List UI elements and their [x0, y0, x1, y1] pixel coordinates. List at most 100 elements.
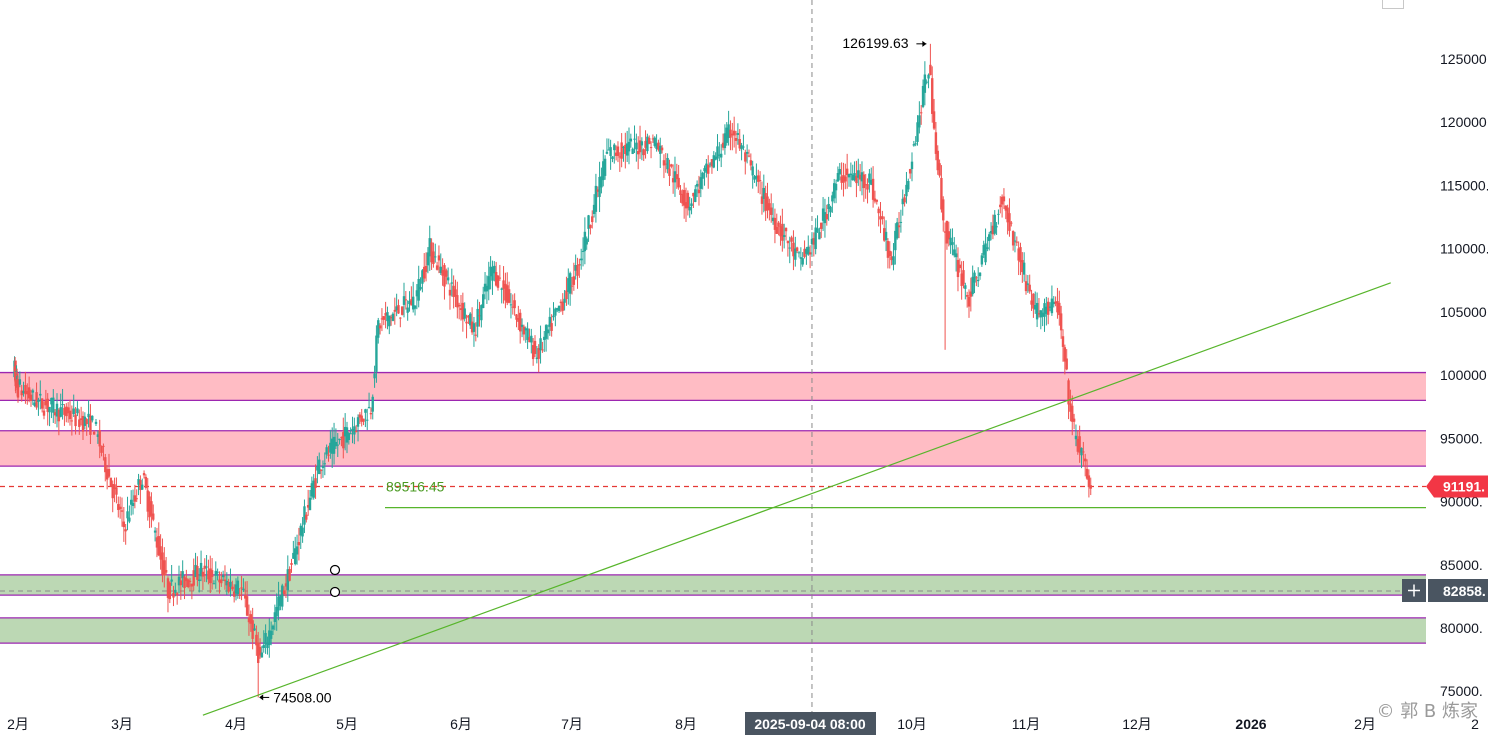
candle-body: [768, 203, 771, 211]
candle-body: [470, 321, 474, 333]
candle-body: [559, 301, 563, 304]
candle-body: [1011, 231, 1015, 246]
candle-body: [16, 379, 20, 398]
zone-anchor-bottom: [329, 586, 341, 598]
candle-body: [434, 256, 437, 258]
candle-body: [377, 320, 380, 338]
candle-body: [603, 158, 607, 176]
candle-body: [808, 252, 812, 255]
candle-body: [255, 634, 258, 646]
candle-body: [1056, 301, 1059, 313]
candle-body: [96, 434, 100, 437]
candle-body: [417, 278, 420, 301]
candle-body: [465, 321, 468, 324]
candle-body: [22, 391, 25, 394]
candle-body: [967, 296, 971, 307]
candle-body: [205, 566, 208, 568]
current-price-tag: 91191.: [1443, 478, 1485, 494]
candle-body: [775, 226, 778, 234]
candle-body: [266, 643, 269, 649]
candle-body: [921, 85, 925, 107]
candle-body: [506, 285, 509, 303]
candle-body: [797, 252, 801, 254]
candle-body: [150, 501, 153, 516]
candle-body: [812, 238, 816, 245]
candle-body: [139, 480, 142, 491]
candle-body: [59, 407, 62, 417]
candle-body: [1052, 301, 1055, 305]
candle-body: [146, 490, 149, 512]
candle-body: [1006, 207, 1009, 223]
candle-body: [190, 583, 194, 587]
candle-body: [613, 144, 616, 151]
candle-body: [72, 408, 75, 414]
candle-body: [457, 304, 461, 307]
candle-body: [964, 285, 967, 289]
candle-body: [795, 247, 799, 251]
candle-body: [349, 433, 352, 435]
candle-body: [472, 323, 476, 332]
candle-body: [853, 173, 856, 181]
candle-body: [517, 317, 520, 322]
candle-body: [701, 172, 704, 179]
candle-body: [907, 180, 910, 190]
candle-body: [740, 145, 743, 150]
candle-body: [903, 197, 906, 203]
zone-anchor-top: [329, 564, 341, 576]
candle-body: [210, 570, 214, 578]
candle-body: [1085, 468, 1089, 479]
time-tick-label: 6月: [450, 716, 472, 732]
candle-body: [234, 584, 238, 594]
candle-body: [245, 596, 249, 616]
candle-body: [716, 146, 719, 159]
candle-body: [454, 289, 457, 297]
candle-body: [301, 527, 304, 537]
candle-body: [916, 122, 919, 142]
candle-body: [519, 312, 522, 332]
candle-body: [1065, 358, 1068, 370]
candle-body: [391, 313, 395, 321]
candle-body: [782, 235, 786, 237]
candle-body: [524, 328, 527, 331]
trendline: [202, 282, 1391, 716]
time-tick-label: 8月: [675, 716, 697, 732]
candle-body: [15, 370, 18, 372]
candle-body: [537, 348, 540, 359]
zone-resistance-0: [0, 372, 1426, 401]
candle-body: [958, 264, 962, 269]
candle-body: [799, 257, 803, 259]
candle-body: [53, 412, 57, 416]
candle-body: [570, 285, 574, 287]
candle-body: [426, 252, 430, 266]
candle-body: [332, 436, 336, 454]
candle-body: [373, 373, 376, 379]
candle-body: [1010, 222, 1013, 224]
candle-body: [122, 521, 126, 528]
candle-body: [721, 142, 725, 148]
candle-body: [496, 275, 500, 288]
price-tick-label: 100000.: [1440, 367, 1488, 383]
candle-body: [914, 143, 917, 145]
candle-body: [818, 232, 821, 240]
candle-body: [152, 513, 155, 520]
candle-body: [949, 237, 952, 246]
candle-body: [327, 454, 330, 456]
candle-body: [554, 308, 557, 316]
candle-body: [513, 300, 516, 309]
candle-body: [807, 246, 810, 255]
candle-body: [188, 580, 192, 582]
candle-body: [986, 247, 989, 249]
candle-body: [37, 399, 40, 402]
candle-body: [1017, 248, 1020, 261]
candle-body: [851, 174, 854, 181]
candle-body: [27, 387, 31, 399]
corner-button[interactable]: [1382, 0, 1404, 9]
candle-body: [183, 576, 186, 589]
candle-body: [1015, 241, 1019, 243]
candle-body: [971, 276, 974, 295]
candle-body: [879, 216, 882, 220]
candle-body: [331, 438, 334, 454]
candle-body: [366, 419, 369, 421]
low-arrow-head: [259, 694, 264, 701]
